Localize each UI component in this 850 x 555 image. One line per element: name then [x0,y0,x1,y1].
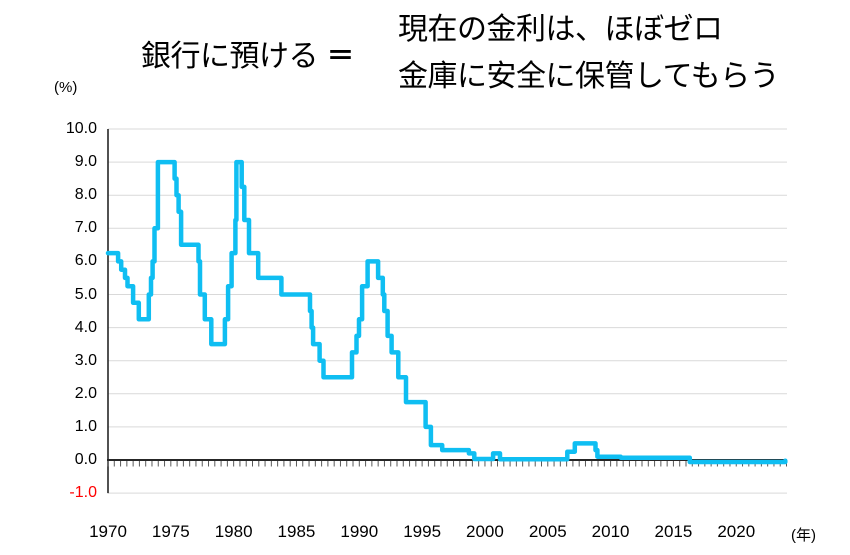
x-tick-label: 2010 [591,522,630,541]
x-tick-label: 2000 [466,522,504,541]
left-title: 銀行に預ける [141,40,319,73]
y-tick-label: 2.0 [74,384,97,402]
right-title: 現在の金利は、ほぼゼロ 金庫に安全に保管してもらう [398,6,780,100]
right-title-line2: 金庫に安全に保管してもらう [398,60,780,93]
y-tick-label: 6.0 [74,252,97,270]
y-tick-label: 9.0 [74,153,97,171]
x-tick-label: 2020 [717,522,756,541]
x-tick-label: 1970 [89,522,127,541]
x-tick-label: 1975 [151,522,190,541]
y-tick-label: 1.0 [74,417,97,435]
y-tick-label: 7.0 [74,219,97,237]
right-title-line1: 現在の金利は、ほぼゼロ [398,13,723,46]
y-tick-label: 3.0 [74,351,97,369]
x-tick-label: 2005 [528,522,567,541]
x-tick-label: 1990 [340,522,379,541]
x-axis-unit-label: (年) [791,527,816,544]
x-tick-label: 1980 [214,522,253,541]
x-tick-label: 1985 [277,522,316,541]
rate-line-series [105,159,788,465]
equals-sign: ＝ [327,41,354,71]
y-axis-unit-label: (%) [54,79,78,96]
x-tick-label: 2015 [654,522,693,541]
y-tick-label: -1.0 [69,484,97,502]
x-tick-label: 1995 [403,522,442,541]
y-tick-label: 10.0 [65,120,97,137]
y-tick-label: 4.0 [74,318,97,336]
y-tick-label: 5.0 [74,285,97,303]
y-tick-label: 0.0 [74,451,97,468]
y-tick-label: 8.0 [74,186,97,204]
